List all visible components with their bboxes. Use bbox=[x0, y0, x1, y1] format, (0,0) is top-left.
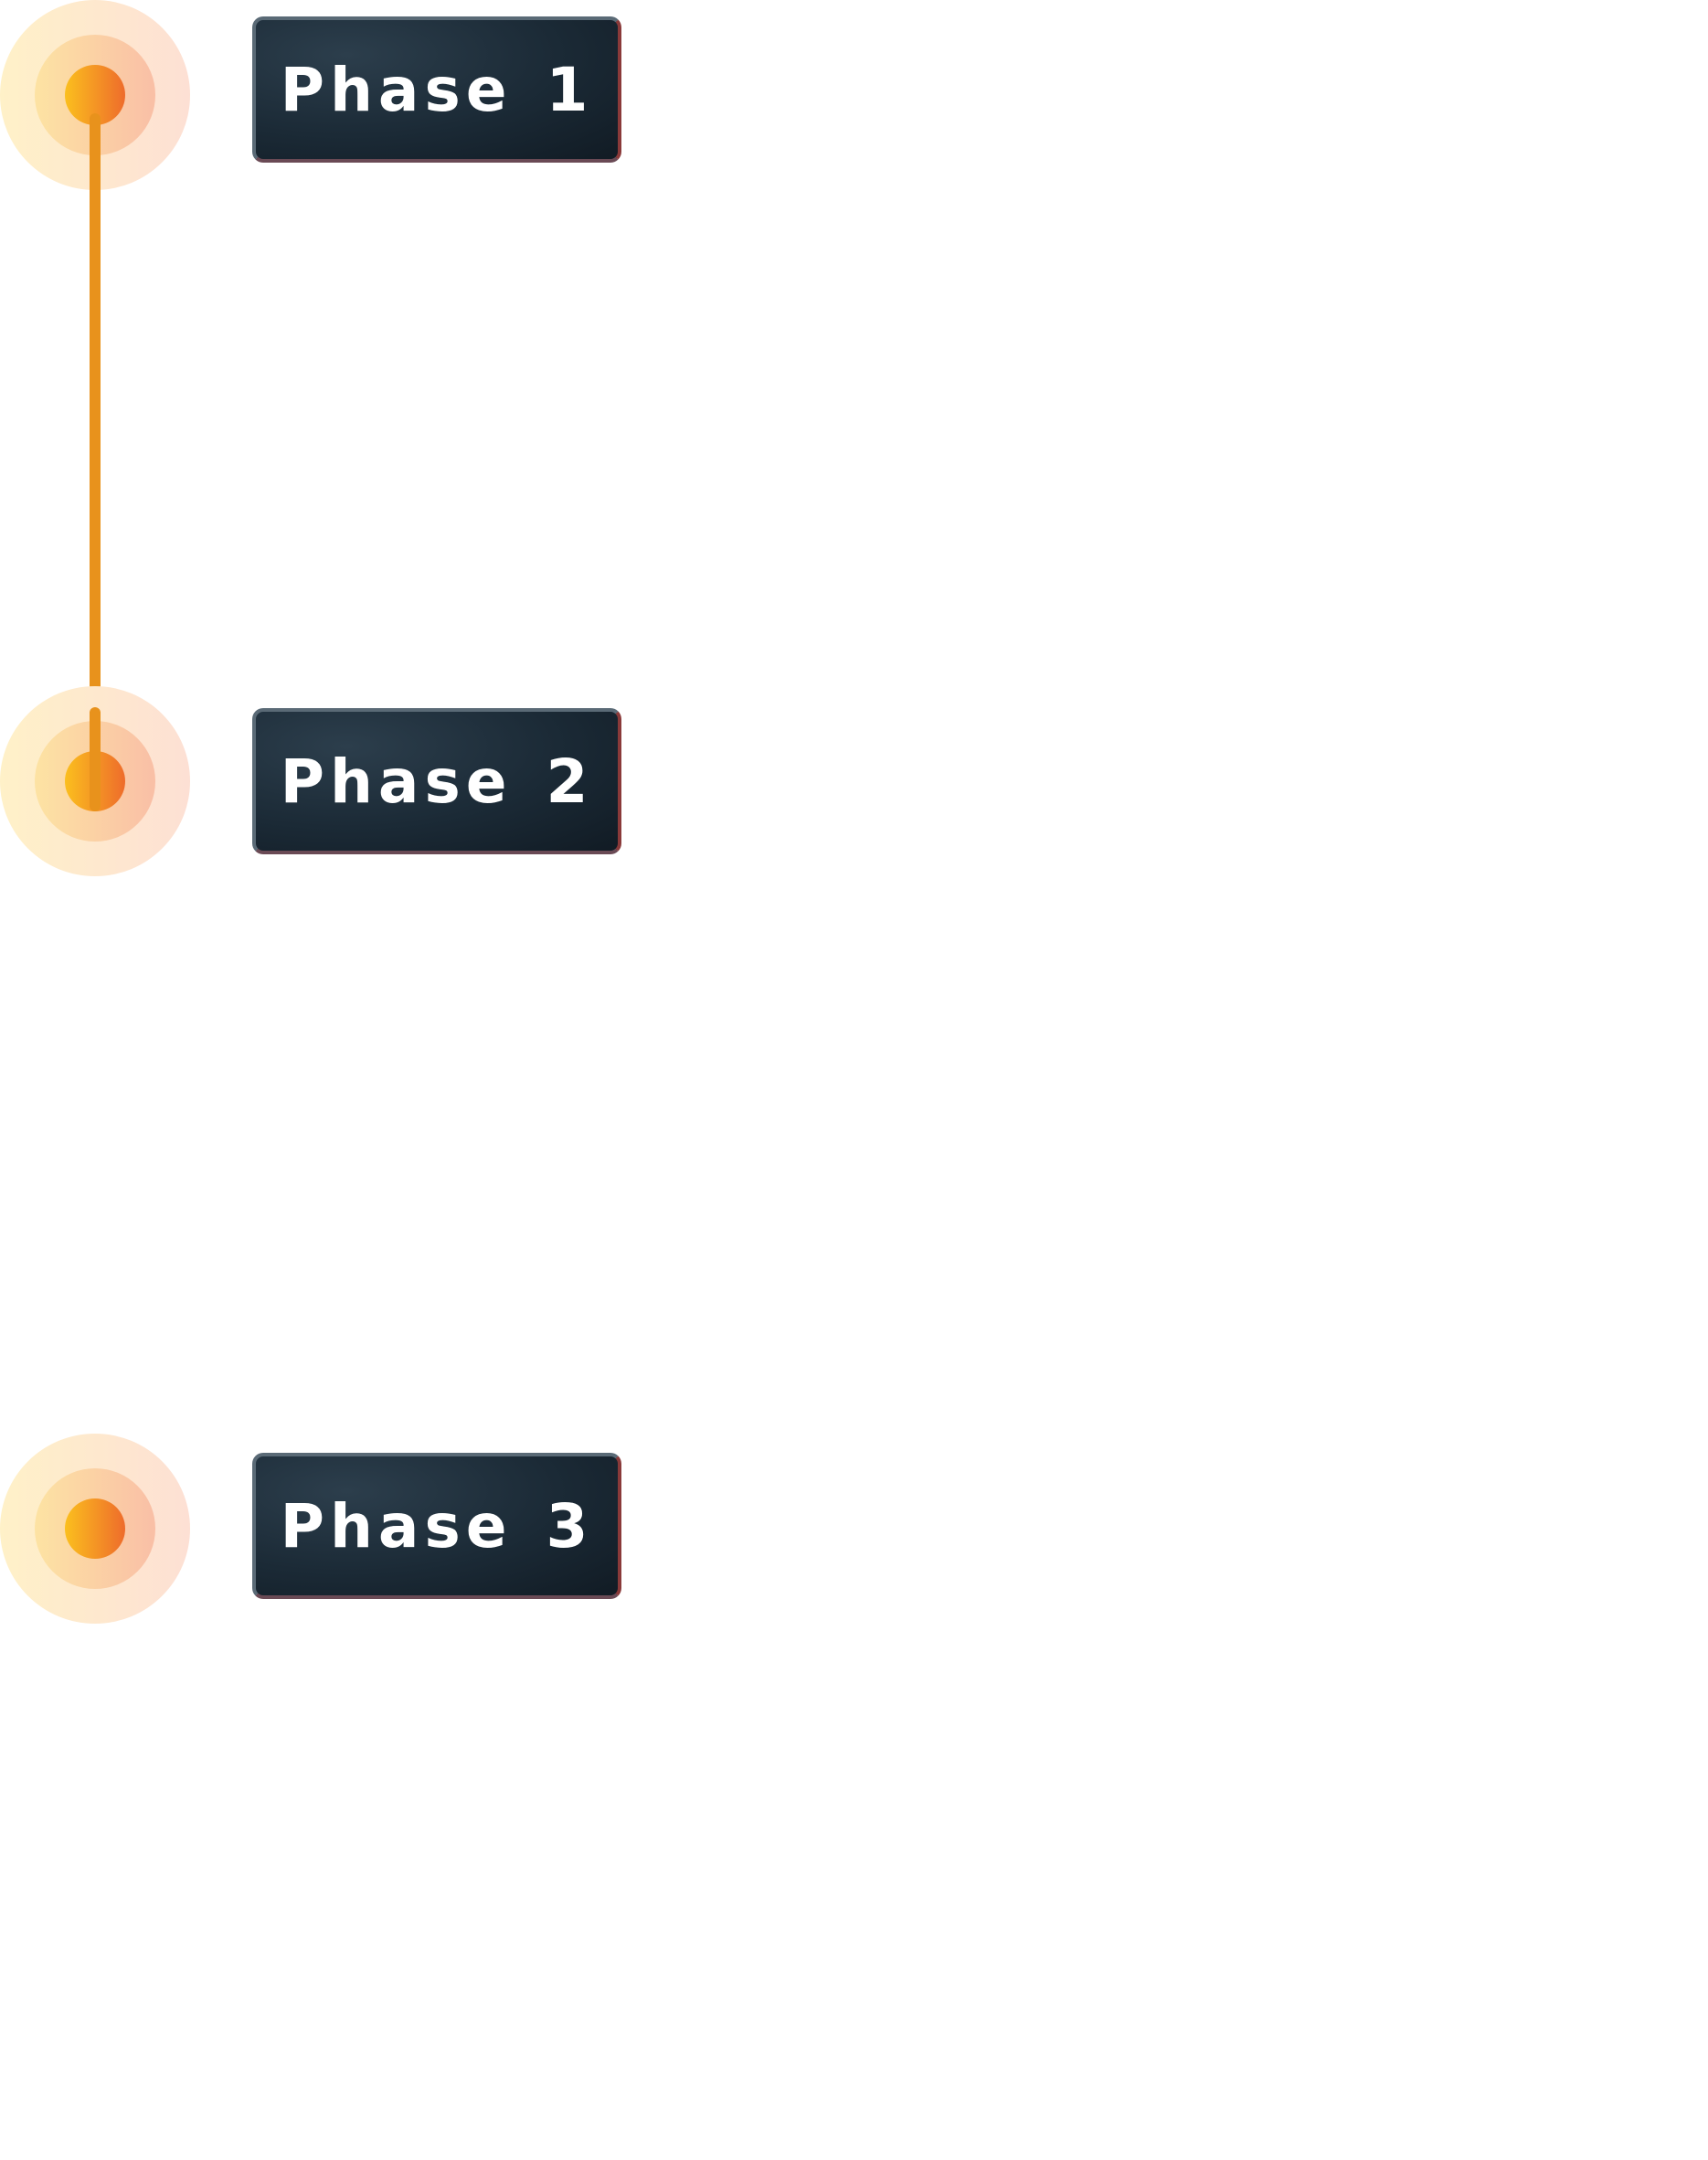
phase-1-label-text: Phase 1 bbox=[280, 54, 594, 125]
phase-3-label-text: Phase 3 bbox=[280, 1490, 594, 1562]
phase-1-dot bbox=[65, 65, 125, 125]
phase-3-dot bbox=[65, 1498, 125, 1559]
phase-2-label-text: Phase 2 bbox=[280, 746, 594, 817]
phase-2-label: Phase 2 bbox=[252, 708, 621, 854]
phase-3-label: Phase 3 bbox=[252, 1453, 621, 1599]
phase-1-label: Phase 1 bbox=[252, 16, 621, 163]
phase-3-node bbox=[0, 1434, 190, 1624]
phase-1-node bbox=[0, 0, 190, 190]
